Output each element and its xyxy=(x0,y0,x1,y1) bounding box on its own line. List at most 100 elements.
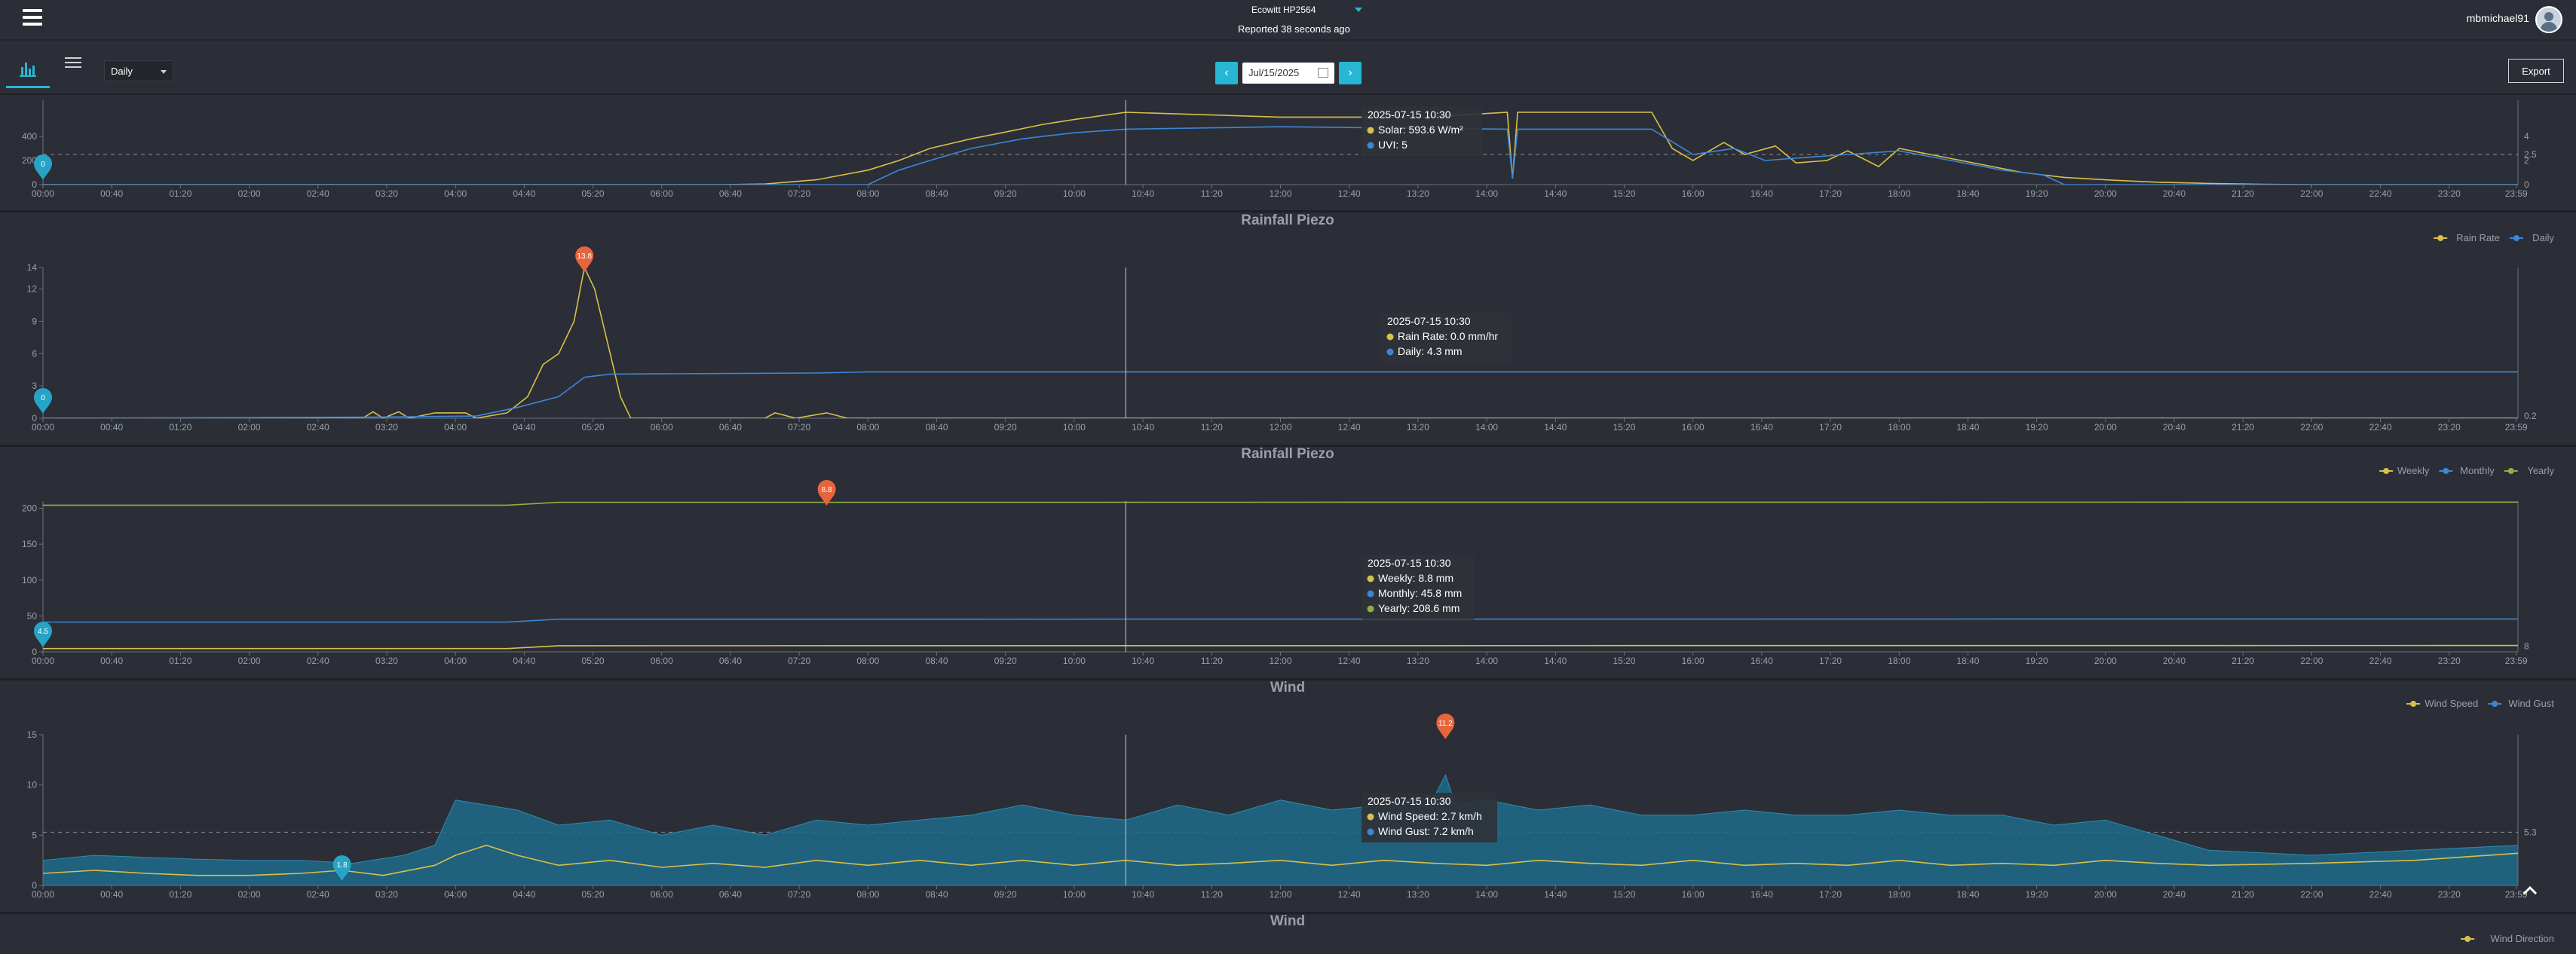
series-line-monthly xyxy=(43,618,2518,623)
marker-value: 8.8 xyxy=(822,486,832,494)
legend-label: Rain Rate xyxy=(2456,232,2500,243)
x-tick-label: 20:00 xyxy=(2094,889,2117,900)
y-tick-label-right: 0 xyxy=(2524,179,2529,190)
y-tick-label: 14 xyxy=(27,262,38,273)
x-tick-label: 14:40 xyxy=(1544,656,1567,666)
tooltip-time: 2025-07-15 10:30 xyxy=(1387,315,1471,327)
station-selector[interactable]: Ecowitt HP2564 xyxy=(1251,5,1316,15)
menu-icon[interactable] xyxy=(23,9,42,27)
x-tick-label: 19:20 xyxy=(2026,188,2048,199)
value-marker: 8.8 xyxy=(817,480,836,506)
period-select[interactable]: Daily xyxy=(104,60,173,81)
x-tick-label: 10:00 xyxy=(1063,422,1086,433)
panel-separator xyxy=(0,210,2576,213)
x-tick-label: 19:20 xyxy=(2026,422,2048,433)
panel-separator xyxy=(0,912,2576,914)
x-tick-label: 01:20 xyxy=(169,422,191,433)
x-tick-label: 04:40 xyxy=(513,422,535,433)
x-tick-label: 08:40 xyxy=(926,422,948,433)
x-tick-label: 06:40 xyxy=(719,656,742,666)
legend-label: Daily xyxy=(2532,232,2554,243)
x-tick-label: 05:20 xyxy=(582,188,605,199)
tooltip-box xyxy=(1381,313,1511,362)
x-tick-label: 17:20 xyxy=(1819,889,1842,900)
x-tick-label: 15:20 xyxy=(1613,188,1635,199)
x-tick-label: 04:00 xyxy=(444,188,467,199)
tooltip-line: Yearly: 208.6 mm xyxy=(1378,602,1460,614)
prev-day-button[interactable]: ‹ xyxy=(1215,62,1238,84)
x-tick-label: 10:00 xyxy=(1063,656,1086,666)
y-tick-label: 0 xyxy=(32,647,37,657)
x-tick-label: 20:00 xyxy=(2094,656,2117,666)
chevron-down-icon xyxy=(161,70,167,74)
calendar-icon[interactable] xyxy=(1318,68,1328,78)
y-tick-label: 200 xyxy=(22,155,37,166)
legend-dot xyxy=(2410,701,2417,707)
value-marker: 0 xyxy=(34,388,52,414)
series-line-yearly xyxy=(43,501,2518,506)
username[interactable]: mbmichael91 xyxy=(2466,12,2529,24)
x-tick-label: 06:00 xyxy=(651,889,673,900)
chart-panel-5: Wind Wind Direction xyxy=(1270,913,2554,944)
x-tick-label: 18:00 xyxy=(1888,889,1910,900)
x-tick-label: 12:40 xyxy=(1338,889,1361,900)
x-tick-label: 12:00 xyxy=(1269,889,1291,900)
series-line-solar xyxy=(43,112,2518,185)
chevron-down-icon[interactable] xyxy=(1355,8,1362,12)
x-tick-label: 14:40 xyxy=(1544,188,1567,199)
marker-value: 4.5 xyxy=(38,628,48,636)
bar-chart-icon xyxy=(20,63,36,77)
next-day-button[interactable]: › xyxy=(1339,62,1362,84)
value-marker: 13.8 xyxy=(575,246,594,272)
x-tick-label: 16:40 xyxy=(1751,188,1773,199)
x-tick-label: 15:20 xyxy=(1613,656,1635,666)
x-tick-label: 04:40 xyxy=(513,188,535,199)
series-line-uvi xyxy=(43,126,2518,185)
x-tick-label: 12:00 xyxy=(1269,422,1291,433)
panel-separator xyxy=(0,678,2576,680)
x-tick-label: 12:00 xyxy=(1269,188,1291,199)
date-input[interactable]: Jul/15/2025 xyxy=(1242,63,1334,84)
x-tick-label: 14:00 xyxy=(1475,422,1498,433)
x-tick-label: 17:20 xyxy=(1819,656,1842,666)
legend-label: Wind Direction xyxy=(2490,933,2554,944)
tooltip-line: Monthly: 45.8 mm xyxy=(1378,587,1462,599)
x-tick-label: 10:40 xyxy=(1132,889,1154,900)
marker-pin xyxy=(332,855,351,881)
x-tick-label: 08:00 xyxy=(856,656,879,666)
x-tick-label: 01:20 xyxy=(169,889,191,900)
x-tick-label: 09:20 xyxy=(994,889,1017,900)
x-tick-label: 18:40 xyxy=(1956,188,1979,199)
x-tick-label: 12:40 xyxy=(1338,422,1361,433)
chart-view-tab[interactable] xyxy=(6,53,50,88)
y-tick-label-right: 0.2 xyxy=(2524,411,2537,421)
avatar[interactable] xyxy=(2535,6,2562,33)
x-tick-label: 13:20 xyxy=(1407,422,1429,433)
x-tick-label: 18:00 xyxy=(1888,188,1910,199)
tooltip-time: 2025-07-15 10:30 xyxy=(1368,557,1451,569)
marker-value: 11.2 xyxy=(1438,720,1453,728)
export-button[interactable]: Export xyxy=(2508,59,2564,83)
marker-pin xyxy=(1436,714,1455,739)
y-tick-label: 5 xyxy=(32,830,37,840)
y-tick-label-right: 2 xyxy=(2524,155,2529,166)
x-tick-label: 01:20 xyxy=(169,656,191,666)
list-view-icon[interactable] xyxy=(65,57,81,71)
y-tick-label: 3 xyxy=(32,381,37,391)
x-tick-label: 08:00 xyxy=(856,889,879,900)
x-tick-label: 11:20 xyxy=(1201,422,1223,433)
x-tick-label: 18:40 xyxy=(1956,889,1979,900)
x-tick-label: 00:40 xyxy=(100,889,123,900)
scroll-to-top-icon[interactable] xyxy=(2521,882,2539,900)
legend-label: Yearly xyxy=(2527,465,2554,476)
y-tick-label-right: 2.5 xyxy=(2524,149,2537,160)
y-tick-label: 0 xyxy=(32,880,37,891)
x-tick-label: 21:20 xyxy=(2231,889,2254,900)
x-tick-label: 23:20 xyxy=(2438,422,2461,433)
tooltip-dot xyxy=(1386,333,1394,341)
y-tick-label: 6 xyxy=(32,348,37,359)
value-marker: 11.2 xyxy=(1436,714,1455,739)
x-tick-label: 02:40 xyxy=(307,422,329,433)
x-tick-label: 00:40 xyxy=(100,422,123,433)
